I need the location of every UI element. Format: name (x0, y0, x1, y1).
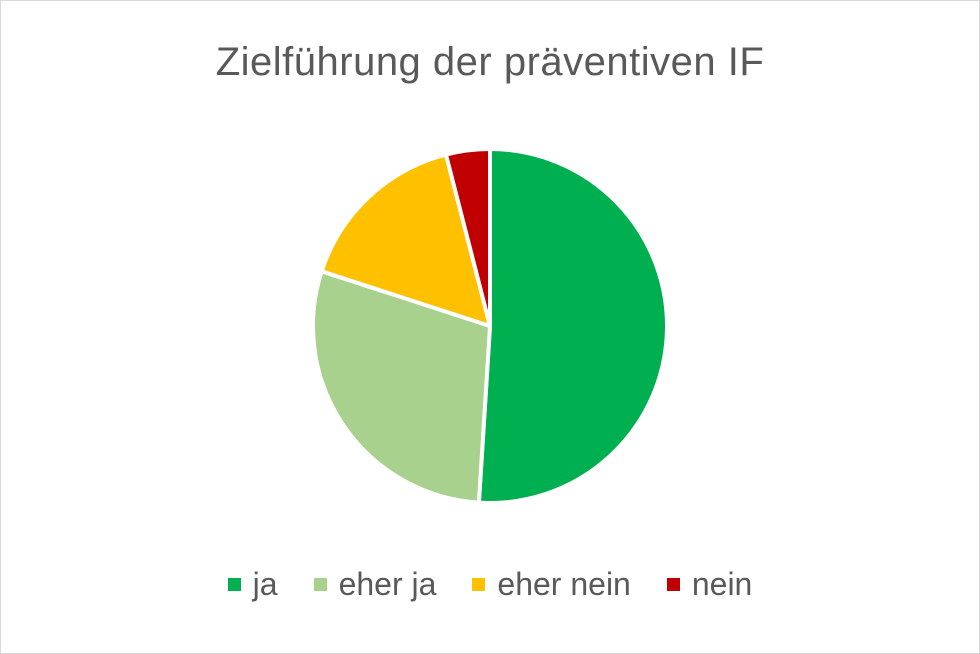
legend-swatch (666, 578, 680, 591)
legend-item-ja: ja (227, 566, 278, 603)
legend-label: eher nein (497, 566, 631, 602)
legend-item-eher-nein: eher nein (472, 566, 631, 603)
legend-swatch (227, 578, 241, 591)
chart-title: Zielführung der präventiven IF (215, 40, 765, 84)
legend-swatch (313, 578, 327, 591)
legend: ja eher ja eher nein nein (0, 566, 980, 603)
pie-slice-eher-ja (311, 269, 492, 505)
legend-swatch (472, 578, 486, 591)
legend-label: eher ja (338, 566, 437, 602)
pie-slice-eher-nein (319, 152, 492, 328)
legend-item-eher-ja: eher ja (313, 566, 437, 603)
legend-label: nein (691, 566, 753, 602)
legend-item-nein: nein (666, 566, 753, 603)
pie-slice-ja (476, 147, 669, 505)
pie-slice-nein (443, 147, 492, 328)
legend-label: ja (252, 566, 278, 602)
